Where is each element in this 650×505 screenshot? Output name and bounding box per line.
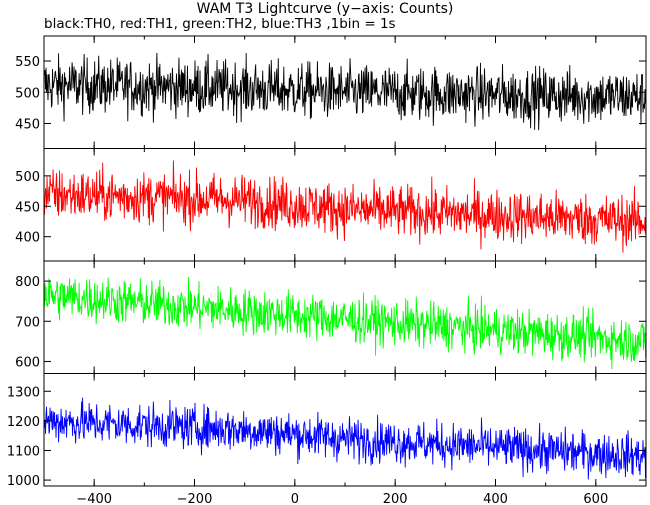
y-tick-label: 600 bbox=[15, 355, 40, 370]
y-tick-label: 1000 bbox=[7, 474, 40, 489]
y-tick-label: 450 bbox=[15, 118, 40, 133]
x-tick-label: −400 bbox=[76, 492, 112, 505]
chart-legend-text: black:TH0, red:TH1, green:TH2, blue:TH3 … bbox=[44, 16, 396, 32]
series-line-th1 bbox=[44, 160, 646, 253]
series-line-th2 bbox=[44, 276, 646, 369]
y-tick-label: 1300 bbox=[7, 385, 40, 400]
series-line-th0 bbox=[44, 52, 646, 131]
y-tick-label: 550 bbox=[15, 55, 40, 70]
series-line-th3 bbox=[44, 397, 646, 480]
chart-title: WAM T3 Lightcurve (y−axis: Counts) bbox=[196, 1, 454, 17]
y-tick-label: 400 bbox=[15, 231, 40, 246]
y-tick-label: 1200 bbox=[7, 415, 40, 430]
y-tick-label: 700 bbox=[15, 315, 40, 330]
y-tick-label: 800 bbox=[15, 275, 40, 290]
x-tick-label: 600 bbox=[583, 492, 608, 505]
x-tick-label: 400 bbox=[483, 492, 508, 505]
x-tick-label: −200 bbox=[177, 492, 213, 505]
x-tick-label: 200 bbox=[383, 492, 408, 505]
y-tick-label: 1100 bbox=[7, 444, 40, 459]
x-tick-label: 0 bbox=[291, 492, 299, 505]
y-tick-label: 500 bbox=[15, 170, 40, 185]
y-tick-label: 500 bbox=[15, 86, 40, 101]
y-tick-label: 450 bbox=[15, 200, 40, 215]
